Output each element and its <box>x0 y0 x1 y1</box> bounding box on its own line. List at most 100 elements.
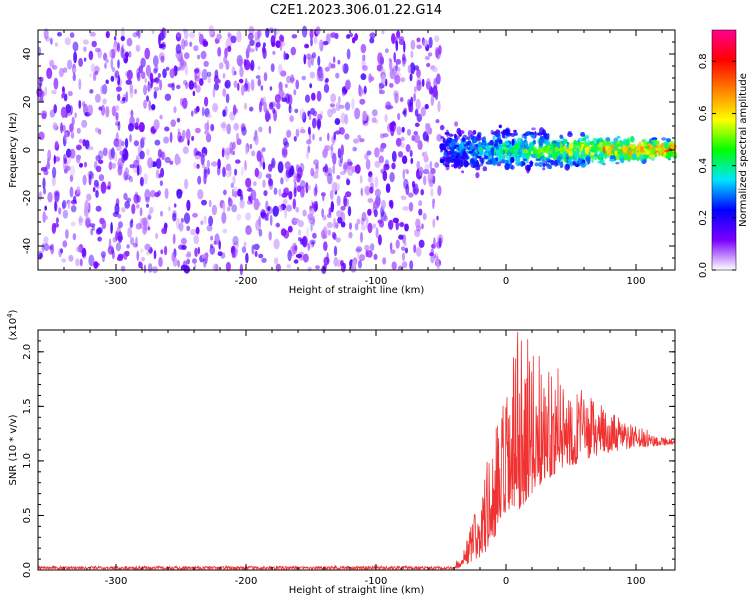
noise-blob <box>140 57 146 68</box>
noise-blob <box>42 187 47 195</box>
signal-blob <box>526 164 531 172</box>
noise-blob <box>322 226 328 237</box>
noise-blob <box>194 155 201 160</box>
noise-blob <box>159 114 163 120</box>
signal-blob <box>566 164 570 169</box>
noise-blob <box>415 98 421 111</box>
noise-blob <box>194 69 197 81</box>
signal-blob <box>523 148 529 155</box>
noise-blob <box>312 110 318 117</box>
noise-blob <box>153 250 157 260</box>
noise-blob <box>324 145 331 152</box>
noise-blob <box>311 92 316 101</box>
noise-blob <box>368 175 374 185</box>
noise-blob <box>62 209 69 219</box>
noise-blob <box>309 28 314 40</box>
noise-blob <box>354 107 361 120</box>
colorbar-tick-label: 0.6 <box>698 106 709 122</box>
noise-blob <box>231 251 236 259</box>
noise-blob <box>413 244 417 254</box>
noise-blob <box>336 175 341 180</box>
noise-blob <box>194 75 201 82</box>
noise-blob <box>53 190 60 202</box>
noise-blob <box>112 236 117 243</box>
noise-blob <box>243 241 247 247</box>
noise-blob <box>232 175 236 185</box>
signal-blob <box>471 138 477 144</box>
noise-blob <box>208 215 214 227</box>
noise-blob <box>117 121 121 131</box>
noise-blob <box>254 135 259 146</box>
noise-blob <box>362 65 368 71</box>
noise-blob <box>232 141 236 150</box>
noise-blob <box>214 69 219 79</box>
x-tick-label: -200 <box>235 576 258 587</box>
noise-blob <box>134 88 137 95</box>
noise-blob <box>422 213 427 220</box>
noise-blob <box>286 129 292 138</box>
noise-blob <box>136 250 140 262</box>
noise-blob <box>284 161 291 170</box>
signal-blob <box>444 141 448 148</box>
signal-blob <box>476 164 481 171</box>
noise-blob <box>435 255 439 267</box>
noise-blob <box>396 126 402 136</box>
noise-blob <box>43 215 49 221</box>
noise-blob <box>115 86 122 93</box>
noise-blob <box>356 246 363 253</box>
noise-blob <box>270 63 275 73</box>
noise-blob <box>293 182 297 194</box>
noise-blob <box>320 42 324 49</box>
noise-blob <box>424 103 429 110</box>
noise-blob <box>117 42 120 53</box>
noise-blob <box>297 166 303 179</box>
noise-blob <box>315 265 320 270</box>
noise-blob <box>197 189 204 200</box>
noise-blob <box>273 257 279 265</box>
noise-blob <box>437 185 442 197</box>
noise-blob <box>367 222 373 234</box>
noise-blob <box>111 105 117 117</box>
noise-blob <box>254 250 258 257</box>
noise-blob <box>160 29 164 35</box>
noise-blob <box>98 128 102 135</box>
signal-blob <box>505 142 510 146</box>
noise-blob <box>177 259 180 268</box>
noise-blob <box>243 102 248 110</box>
signal-blob <box>620 154 624 159</box>
noise-blob <box>307 126 311 135</box>
noise-blob <box>195 105 200 113</box>
noise-blob <box>310 222 313 232</box>
noise-blob <box>60 122 63 134</box>
noise-blob <box>431 66 438 73</box>
noise-blob <box>241 246 247 254</box>
noise-blob <box>195 127 201 134</box>
signal-blob <box>585 148 589 154</box>
noise-blob <box>389 82 394 88</box>
signal-blob <box>439 124 445 131</box>
noise-blob <box>115 104 120 112</box>
noise-blob <box>388 57 392 62</box>
noise-blob <box>401 261 408 269</box>
noise-blob <box>76 144 82 151</box>
noise-blob <box>204 96 209 107</box>
noise-blob <box>75 154 81 164</box>
noise-blob <box>75 258 80 267</box>
signal-blob <box>454 121 459 127</box>
noise-blob <box>160 249 164 255</box>
noise-blob <box>335 237 341 243</box>
noise-blob <box>306 139 312 145</box>
noise-blob <box>53 104 57 114</box>
noise-blob <box>169 131 173 143</box>
signal-blob <box>511 138 515 146</box>
noise-blob <box>69 32 75 38</box>
noise-blob <box>43 243 50 251</box>
noise-blob <box>336 195 341 206</box>
noise-blob <box>246 226 253 235</box>
noise-blob <box>217 79 221 84</box>
noise-blob <box>222 228 228 234</box>
noise-blob <box>73 67 77 73</box>
noise-blob <box>420 106 426 117</box>
noise-blob <box>196 163 200 169</box>
signal-blob <box>625 140 630 146</box>
